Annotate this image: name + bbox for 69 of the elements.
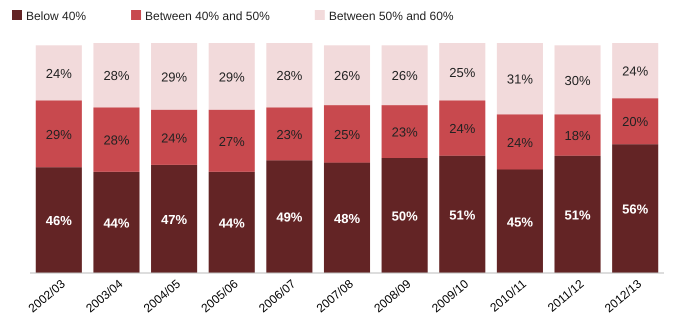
data-label: 26%: [392, 68, 418, 84]
bar: [612, 98, 658, 144]
data-label: 24%: [622, 64, 649, 79]
data-label: 24%: [46, 66, 72, 81]
data-label: 24%: [506, 134, 534, 150]
bar: [324, 45, 370, 106]
bar: [554, 114, 601, 156]
data-label: 23%: [392, 124, 418, 140]
data-label: 30%: [564, 72, 591, 88]
bar: [439, 100, 486, 156]
bar: [554, 156, 601, 273]
data-label: 23%: [276, 126, 303, 142]
data-label: 29%: [218, 69, 246, 84]
data-label: 46%: [46, 213, 72, 228]
bar: [208, 43, 255, 110]
data-label: 28%: [276, 68, 303, 84]
data-label: 47%: [161, 212, 188, 227]
bar: [266, 160, 312, 273]
data-label: 51%: [449, 207, 476, 222]
bar: [496, 43, 543, 114]
bar: [151, 43, 198, 110]
bar: [324, 162, 370, 273]
bar: [151, 164, 198, 273]
bar: [151, 110, 198, 165]
bar: [496, 170, 543, 273]
data-label: 24%: [161, 130, 188, 146]
bar: [382, 45, 428, 106]
bar: [496, 114, 543, 170]
data-label: 29%: [46, 126, 72, 142]
bar: [93, 107, 140, 172]
bar: [382, 158, 428, 273]
bar: [36, 167, 82, 273]
data-label: 49%: [276, 210, 303, 225]
bar: [36, 100, 82, 168]
data-label: 26%: [334, 68, 360, 84]
data-label: 24%: [449, 121, 476, 136]
bar: [36, 45, 82, 100]
data-label: 25%: [334, 126, 360, 142]
data-label: 50%: [392, 208, 418, 224]
bar: [93, 43, 140, 108]
data-label: 44%: [218, 215, 246, 230]
data-label: 27%: [218, 134, 246, 149]
data-label: 45%: [506, 214, 534, 230]
bar: [208, 110, 255, 172]
bar: [266, 43, 312, 108]
bar: [439, 156, 486, 273]
bar: [93, 172, 140, 273]
data-label: 28%: [103, 132, 130, 148]
bar: [382, 105, 428, 158]
data-label: 28%: [103, 68, 130, 84]
data-label: 51%: [564, 207, 591, 222]
data-label: 44%: [103, 215, 130, 230]
bar: [208, 172, 255, 273]
data-label: 31%: [506, 72, 534, 87]
legend-label: Below 40%: [26, 9, 86, 23]
bar: [612, 144, 658, 273]
data-label: 56%: [622, 202, 649, 217]
data-label: 48%: [334, 210, 360, 226]
bar: [324, 105, 370, 163]
data-label: 25%: [449, 64, 476, 80]
legend-label: Between 40% and 50%: [145, 9, 270, 23]
bar: [266, 107, 312, 160]
data-label: 29%: [161, 69, 188, 84]
data-label: 20%: [622, 114, 649, 130]
data-label: 18%: [564, 128, 591, 143]
bar: [612, 43, 658, 98]
bar: [554, 45, 601, 114]
bar: [439, 43, 486, 100]
legend-label: Between 50% and 60%: [328, 9, 454, 23]
